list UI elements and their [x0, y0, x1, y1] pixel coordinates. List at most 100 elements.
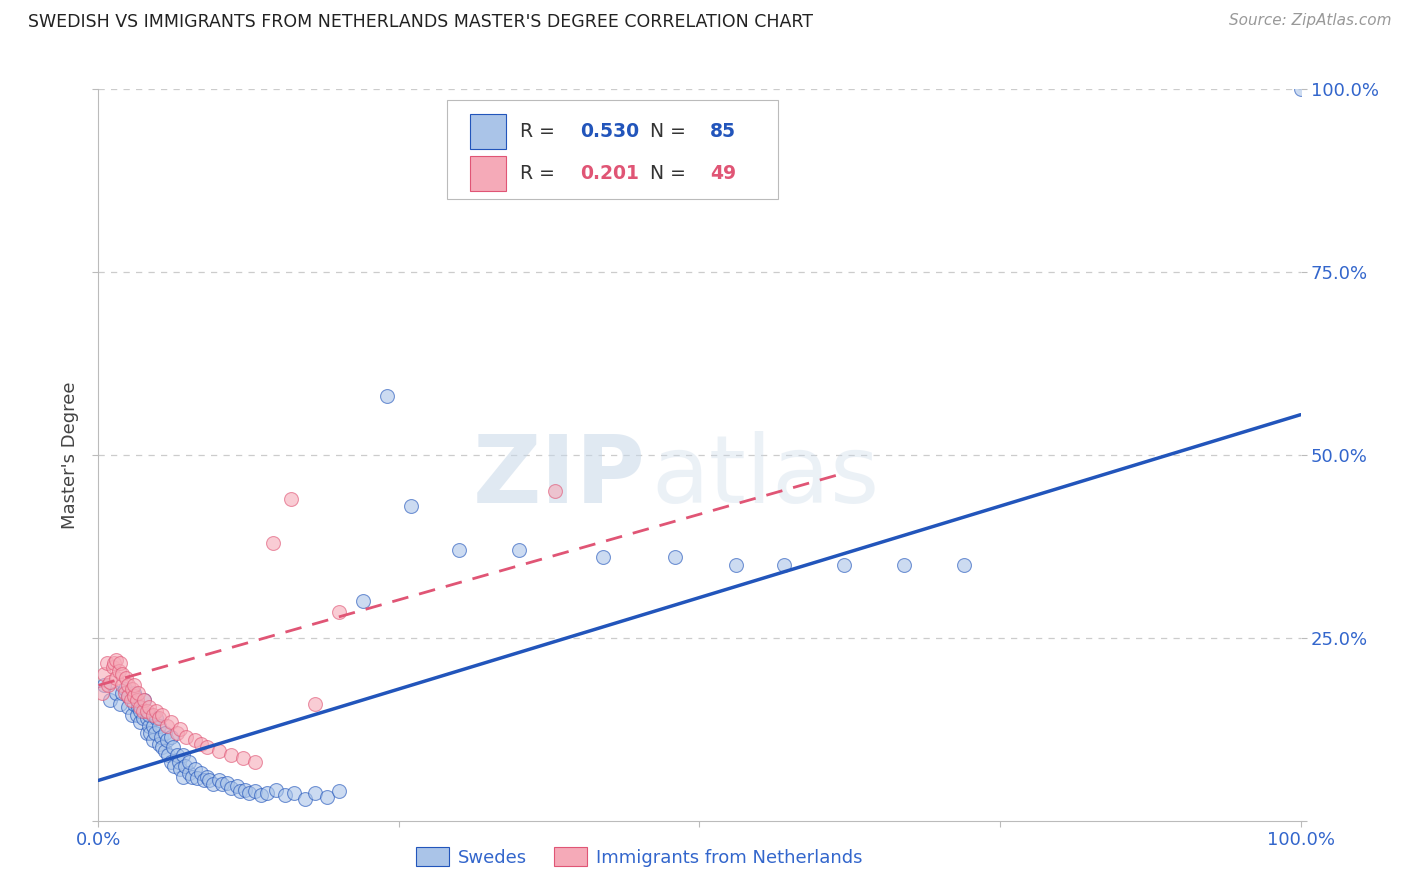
Point — [132, 693, 155, 707]
Point — [190, 766, 212, 780]
Point — [169, 723, 191, 737]
Point — [124, 678, 146, 692]
Text: N =: N = — [638, 164, 692, 183]
Point — [352, 594, 374, 608]
Point — [132, 704, 155, 718]
Text: Source: ZipAtlas.com: Source: ZipAtlas.com — [1229, 13, 1392, 29]
Point — [249, 788, 271, 802]
Point — [129, 704, 152, 718]
Point — [283, 786, 305, 800]
Point — [219, 780, 242, 795]
Point — [135, 704, 157, 718]
Point — [215, 775, 238, 789]
Point — [304, 697, 326, 711]
Text: R =: R = — [520, 122, 561, 141]
Point — [159, 730, 181, 744]
Point — [1289, 82, 1312, 96]
Point — [174, 730, 197, 744]
Point — [177, 755, 200, 769]
Point — [190, 737, 212, 751]
Point — [101, 660, 124, 674]
Text: ZIP: ZIP — [472, 431, 645, 523]
Point — [724, 558, 747, 572]
Point — [141, 733, 163, 747]
Point — [153, 744, 176, 758]
Point — [262, 535, 284, 549]
Point — [111, 667, 134, 681]
Point — [139, 726, 162, 740]
Point — [108, 657, 131, 671]
Point — [375, 389, 398, 403]
Point — [159, 714, 181, 729]
Point — [150, 707, 173, 722]
Point — [124, 686, 146, 700]
Point — [129, 700, 152, 714]
Point — [141, 707, 163, 722]
Point — [544, 484, 567, 499]
Point — [138, 707, 160, 722]
Point — [328, 784, 350, 798]
Point — [132, 693, 155, 707]
Point — [163, 758, 186, 772]
Point — [274, 788, 297, 802]
Point — [219, 747, 242, 762]
Point — [399, 499, 422, 513]
Point — [157, 747, 180, 762]
Point — [124, 690, 146, 704]
Point — [108, 697, 131, 711]
Point — [132, 711, 155, 725]
Point — [148, 718, 170, 732]
Point — [135, 726, 157, 740]
Point — [121, 681, 143, 696]
Point — [145, 704, 167, 718]
Point — [117, 700, 139, 714]
Point — [150, 740, 173, 755]
Point — [156, 733, 179, 747]
Point — [183, 763, 205, 777]
Point — [243, 755, 266, 769]
Point — [195, 740, 218, 755]
Point — [100, 693, 122, 707]
Point — [96, 657, 118, 671]
Point — [125, 707, 148, 722]
Point — [953, 558, 976, 572]
Point — [304, 786, 326, 800]
Point — [832, 558, 855, 572]
Point — [117, 690, 139, 704]
Point — [225, 779, 247, 793]
Legend: Swedes, Immigrants from Netherlands: Swedes, Immigrants from Netherlands — [409, 840, 869, 874]
Point — [181, 770, 204, 784]
Point — [156, 718, 179, 732]
Point — [153, 726, 176, 740]
Point — [208, 773, 231, 788]
Point — [238, 786, 260, 800]
FancyBboxPatch shape — [470, 114, 506, 149]
Point — [91, 686, 114, 700]
Point — [592, 550, 614, 565]
Point — [664, 550, 686, 565]
Point — [129, 714, 152, 729]
Point — [256, 786, 278, 800]
Text: 85: 85 — [710, 122, 737, 141]
Point — [93, 667, 115, 681]
Text: R =: R = — [520, 164, 561, 183]
FancyBboxPatch shape — [470, 156, 506, 191]
Point — [266, 783, 288, 797]
Point — [172, 747, 194, 762]
Point — [159, 755, 181, 769]
Point — [183, 733, 205, 747]
Point — [294, 791, 316, 805]
Point — [447, 543, 470, 558]
Text: 0.201: 0.201 — [581, 164, 640, 183]
Point — [280, 491, 302, 506]
Point — [166, 726, 188, 740]
Point — [127, 700, 149, 714]
Point — [93, 678, 115, 692]
Point — [115, 671, 138, 685]
Point — [100, 674, 122, 689]
Point — [141, 718, 163, 732]
Point — [195, 770, 218, 784]
Point — [148, 711, 170, 725]
Point — [121, 707, 143, 722]
Point — [169, 763, 191, 777]
